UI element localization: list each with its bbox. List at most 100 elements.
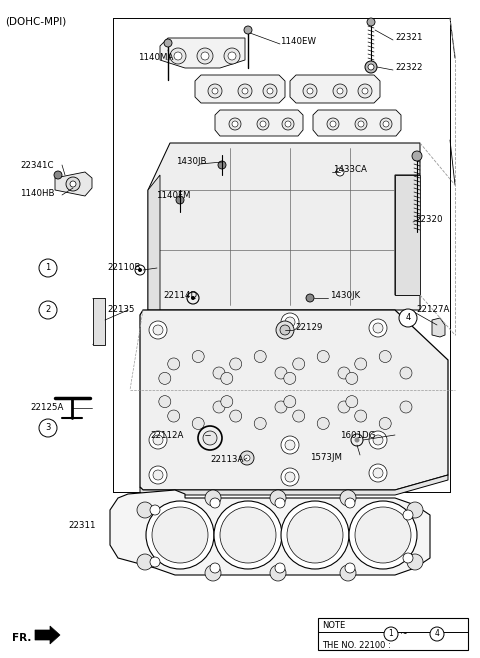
Text: 1601DG: 1601DG (340, 430, 375, 440)
Circle shape (192, 417, 204, 430)
Circle shape (230, 358, 242, 370)
Circle shape (281, 436, 299, 454)
Ellipse shape (356, 363, 404, 417)
Text: 22321: 22321 (395, 34, 422, 43)
Circle shape (39, 301, 57, 319)
Circle shape (39, 259, 57, 277)
Circle shape (407, 554, 423, 570)
Circle shape (66, 177, 80, 191)
Circle shape (293, 410, 305, 422)
Ellipse shape (330, 448, 350, 462)
Circle shape (306, 294, 314, 302)
Circle shape (260, 121, 266, 127)
Circle shape (345, 563, 355, 573)
Ellipse shape (361, 368, 399, 412)
Circle shape (336, 168, 344, 176)
Circle shape (137, 554, 153, 570)
Circle shape (270, 565, 286, 581)
Circle shape (284, 395, 296, 407)
Text: 22341C: 22341C (20, 161, 53, 170)
Circle shape (369, 464, 387, 482)
Circle shape (430, 627, 444, 641)
Circle shape (346, 395, 358, 407)
Ellipse shape (231, 363, 279, 417)
Ellipse shape (208, 448, 228, 462)
Circle shape (379, 417, 391, 430)
Circle shape (275, 401, 287, 413)
Ellipse shape (358, 264, 386, 280)
Ellipse shape (169, 363, 217, 417)
Text: 4: 4 (434, 630, 439, 638)
Circle shape (221, 372, 233, 384)
Polygon shape (395, 175, 420, 295)
Ellipse shape (243, 376, 267, 404)
Circle shape (240, 451, 254, 465)
Ellipse shape (358, 207, 386, 223)
Circle shape (205, 565, 221, 581)
Circle shape (244, 455, 250, 461)
Circle shape (282, 118, 294, 130)
Circle shape (399, 309, 417, 327)
Circle shape (221, 395, 233, 407)
Ellipse shape (174, 368, 212, 412)
Circle shape (349, 501, 417, 569)
Circle shape (212, 88, 218, 94)
Circle shape (307, 88, 313, 94)
Ellipse shape (235, 204, 269, 226)
Circle shape (285, 440, 295, 450)
Circle shape (362, 88, 368, 94)
Circle shape (337, 88, 343, 94)
Circle shape (201, 52, 209, 60)
Ellipse shape (298, 264, 326, 280)
Circle shape (403, 510, 413, 520)
Ellipse shape (330, 328, 350, 342)
Circle shape (275, 563, 285, 573)
Circle shape (379, 351, 391, 363)
Polygon shape (290, 75, 380, 103)
Polygon shape (160, 38, 245, 68)
Circle shape (380, 118, 392, 130)
Polygon shape (148, 175, 160, 310)
Circle shape (210, 563, 220, 573)
Ellipse shape (238, 207, 266, 223)
Circle shape (358, 84, 372, 98)
Ellipse shape (181, 376, 205, 404)
Circle shape (254, 417, 266, 430)
Circle shape (275, 498, 285, 508)
Circle shape (340, 490, 356, 506)
Circle shape (224, 48, 240, 64)
Circle shape (270, 490, 286, 506)
Text: 22125A: 22125A (30, 403, 63, 413)
Text: NOTE: NOTE (322, 621, 345, 630)
Circle shape (355, 507, 411, 563)
Bar (318, 618, 468, 650)
Circle shape (373, 323, 383, 333)
Circle shape (137, 502, 153, 518)
Circle shape (287, 507, 343, 563)
Text: ~: ~ (400, 629, 408, 639)
Circle shape (367, 18, 375, 26)
Circle shape (205, 490, 221, 506)
Polygon shape (110, 490, 430, 575)
Polygon shape (215, 110, 303, 136)
Circle shape (238, 84, 252, 98)
Circle shape (70, 181, 76, 187)
Circle shape (412, 151, 422, 161)
Circle shape (257, 118, 269, 130)
Circle shape (150, 505, 160, 515)
Text: 22127A: 22127A (416, 305, 449, 315)
Circle shape (407, 502, 423, 518)
Polygon shape (313, 110, 401, 136)
Ellipse shape (298, 207, 326, 223)
Text: 1573JM: 1573JM (310, 453, 342, 461)
Circle shape (242, 88, 248, 94)
Text: 1140HB: 1140HB (20, 188, 55, 197)
Polygon shape (93, 298, 105, 345)
Circle shape (403, 553, 413, 563)
Circle shape (373, 468, 383, 478)
Circle shape (281, 468, 299, 486)
Circle shape (232, 121, 238, 127)
Circle shape (192, 351, 204, 363)
Ellipse shape (295, 261, 329, 283)
Circle shape (275, 367, 287, 379)
